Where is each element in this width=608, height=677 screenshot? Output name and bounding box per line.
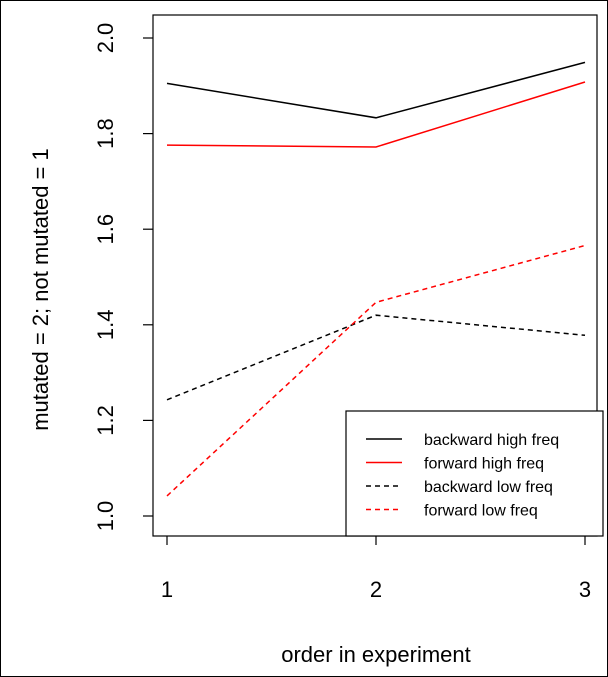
series-line-2 [166, 314, 586, 401]
series-line-3 [166, 244, 586, 497]
series-line-0 [166, 61, 586, 119]
x-axis: 1 2 3 [161, 536, 591, 602]
series-line-1 [166, 81, 586, 148]
legend-label: forward low freq [424, 503, 538, 520]
x-axis-title: order in experiment [281, 642, 471, 667]
legend-label: backward low freq [424, 479, 553, 496]
y-tick-label: 2.0 [93, 23, 118, 54]
y-axis: 1.0 1.2 1.4 1.6 1.8 2.0 [93, 23, 153, 532]
y-axis-title: mutated = 2; not mutated = 1 [28, 148, 53, 431]
legend-label: backward high freq [424, 432, 559, 449]
y-tick-label: 1.0 [93, 501, 118, 532]
legend-label: forward high freq [424, 456, 544, 473]
legend-box [345, 410, 604, 537]
x-tick-label: 1 [161, 577, 173, 602]
series-layer [166, 61, 586, 497]
y-tick-label: 1.4 [93, 310, 118, 341]
y-tick-label: 1.6 [93, 214, 118, 245]
y-tick-label: 1.2 [93, 405, 118, 436]
x-tick-label: 3 [579, 577, 591, 602]
x-tick-label: 2 [370, 577, 382, 602]
y-tick-label: 1.8 [93, 118, 118, 149]
legend: backward high freq forward high freq backw… [345, 410, 604, 537]
